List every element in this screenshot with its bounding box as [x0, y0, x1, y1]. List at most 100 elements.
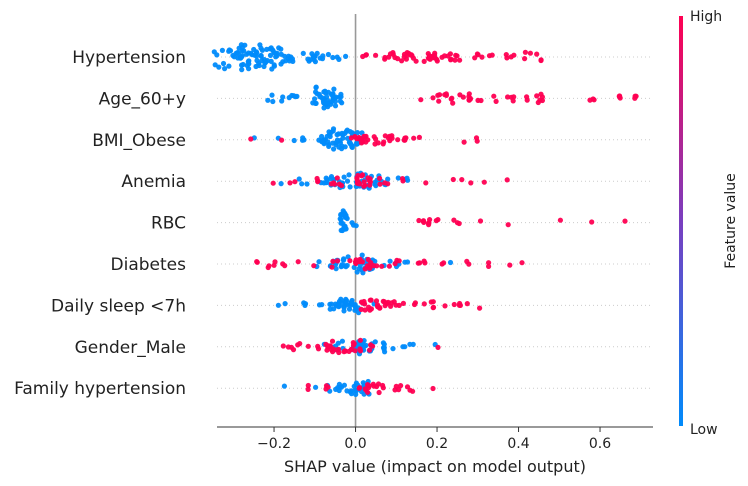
point-bmi-obese-high: [362, 134, 368, 140]
point-anemia-high: [481, 179, 487, 185]
point-family-hypertension-high: [366, 383, 372, 389]
point-diabetes-high: [357, 259, 363, 265]
point-bmi-obese-high: [279, 137, 285, 143]
point-daily-sleep-7h-high: [400, 300, 406, 306]
point-hypertension-low: [261, 63, 267, 70]
point-daily-sleep-7h-low: [335, 301, 342, 307]
point-hypertension-low: [258, 53, 264, 59]
point-age-60-y-high: [437, 92, 443, 98]
point-hypertension-high: [425, 51, 431, 57]
point-bmi-obese-low: [342, 130, 348, 136]
point-bmi-obese-low: [291, 137, 297, 144]
point-hypertension-low: [319, 56, 326, 62]
point-diabetes-low: [372, 258, 378, 264]
feature-label-anemia: Anemia: [121, 172, 186, 192]
x-tick-label: 0.2: [426, 436, 448, 452]
point-hypertension-high: [534, 51, 540, 57]
point-age-60-y-low: [269, 92, 275, 98]
point-anemia-high: [450, 176, 456, 183]
point-age-60-y-high: [510, 98, 516, 104]
point-family-hypertension-low: [360, 380, 366, 386]
point-bmi-obese-high: [358, 140, 365, 146]
point-diabetes-high: [466, 261, 472, 267]
point-family-hypertension-high: [380, 385, 386, 391]
point-anemia-high: [367, 179, 373, 185]
point-gender-male-low: [361, 343, 367, 349]
point-bmi-obese-high: [372, 141, 378, 147]
point-diabetes-high: [519, 260, 525, 266]
feature-label-hypertension: Hypertension: [72, 48, 186, 68]
point-daily-sleep-7h-low: [346, 306, 353, 312]
point-anemia-high: [362, 182, 368, 188]
point-gender-male-low: [407, 341, 413, 347]
point-anemia-high: [423, 180, 429, 186]
point-daily-sleep-7h-high: [373, 298, 380, 304]
point-age-60-y-low: [292, 94, 298, 100]
point-gender-male-low: [335, 340, 341, 346]
point-anemia-high: [400, 178, 406, 184]
point-family-hypertension-low: [348, 391, 355, 397]
point-age-60-y-high: [493, 98, 499, 104]
point-age-60-y-low: [328, 91, 335, 98]
point-daily-sleep-7h-high: [477, 305, 483, 311]
point-diabetes-low: [333, 266, 339, 272]
point-hypertension-high: [448, 57, 454, 63]
point-diabetes-high: [347, 258, 353, 264]
point-hypertension-low: [240, 61, 246, 68]
point-daily-sleep-7h-high: [412, 300, 418, 306]
point-anemia-high: [270, 180, 276, 186]
feature-label-bmi-obese: BMI_Obese: [92, 131, 186, 151]
point-bmi-obese-low: [319, 139, 325, 145]
point-daily-sleep-7h-high: [362, 307, 368, 313]
point-hypertension-low: [220, 60, 227, 67]
x-tick-label: 0.6: [589, 436, 611, 452]
point-anemia-high: [359, 172, 366, 178]
point-gender-male-high: [357, 346, 363, 352]
point-hypertension-low: [235, 50, 242, 57]
point-hypertension-low: [269, 47, 276, 53]
point-diabetes-high: [329, 264, 335, 270]
point-age-60-y-high: [430, 95, 436, 101]
point-hypertension-high: [390, 50, 396, 56]
point-gender-male-high: [435, 344, 441, 350]
point-hypertension-high: [511, 52, 517, 58]
point-daily-sleep-7h-low: [344, 302, 350, 308]
point-diabetes-low: [387, 258, 393, 264]
point-anemia-high: [287, 180, 293, 186]
point-hypertension-low: [267, 52, 274, 59]
point-gender-male-high: [305, 343, 311, 349]
point-daily-sleep-7h-high: [430, 305, 436, 311]
point-hypertension-low: [330, 54, 336, 61]
point-anemia-high: [377, 181, 383, 187]
point-gender-male-high: [280, 343, 286, 349]
point-rbc-low: [342, 224, 348, 230]
point-hypertension-high: [434, 58, 440, 64]
point-daily-sleep-7h-high: [374, 302, 381, 308]
point-anemia-high: [385, 181, 391, 187]
point-age-60-y-low: [338, 94, 344, 100]
point-gender-male-high: [357, 337, 363, 343]
point-family-hypertension-low: [281, 383, 287, 389]
point-age-60-y-low: [331, 86, 337, 92]
point-age-60-y-high: [449, 95, 455, 101]
point-gender-male-low: [381, 345, 387, 351]
point-hypertension-low: [226, 63, 232, 69]
point-family-hypertension-high: [376, 389, 382, 396]
point-diabetes-low: [339, 263, 345, 269]
point-diabetes-high: [266, 263, 272, 269]
point-gender-male-low: [339, 338, 345, 344]
point-gender-male-high: [348, 346, 354, 352]
point-daily-sleep-7h-high: [358, 306, 364, 312]
point-hypertension-low: [343, 53, 349, 60]
point-family-hypertension-low: [344, 388, 350, 394]
point-anemia-high: [334, 175, 340, 181]
point-bmi-obese-low: [347, 141, 353, 147]
point-bmi-obese-low: [326, 143, 332, 149]
point-daily-sleep-7h-low: [328, 301, 334, 307]
point-diabetes-high: [272, 259, 278, 265]
point-hypertension-high: [479, 54, 485, 60]
point-gender-male-high: [315, 346, 322, 352]
point-gender-male-low: [372, 339, 378, 345]
point-age-60-y-high: [436, 98, 442, 104]
